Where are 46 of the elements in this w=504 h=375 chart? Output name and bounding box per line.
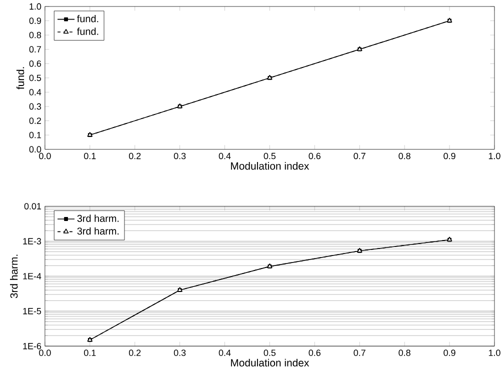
y-tick-label: 0.5 xyxy=(29,74,42,82)
x-tick-label: 0.3 xyxy=(174,350,186,356)
y-axis-title: fund. xyxy=(16,67,24,90)
y-tick-label: 0.01 xyxy=(24,203,41,210)
y-tick-label: 0.1 xyxy=(29,132,41,138)
y-tick-label: 0.9 xyxy=(29,18,42,24)
legend-label: fund. xyxy=(77,28,98,35)
y-tick-label: 1E-3 xyxy=(23,238,42,244)
x-tick-label: 0.0 xyxy=(39,152,51,160)
x-tick-label: 0.0 xyxy=(39,350,51,356)
y-tick-label: 1.0 xyxy=(30,3,42,10)
legend-label: fund. xyxy=(77,14,98,22)
x-tick-label: 0.6 xyxy=(308,350,320,356)
x-tick-label: 0.8 xyxy=(398,152,410,160)
x-tick-label: 0.9 xyxy=(444,350,456,356)
legend-label: 3rd harm. xyxy=(77,227,119,235)
x-tick-label: 0.6 xyxy=(308,152,320,160)
x-tick-label: 0.5 xyxy=(264,152,276,160)
y-tick-label: 0.0 xyxy=(29,146,42,152)
x-tick-label: 0.7 xyxy=(354,152,366,160)
x-tick-label: 0.9 xyxy=(444,152,456,160)
y-tick-label: 0.8 xyxy=(29,32,42,38)
x-tick-label: 0.3 xyxy=(174,152,186,160)
x-axis-title: Modulation index xyxy=(231,358,310,366)
y-tick-label: 1E-4 xyxy=(23,273,42,280)
y-tick-label: 1E-6 xyxy=(23,342,42,350)
x-tick-label: 0.5 xyxy=(264,350,276,356)
y-tick-label: 0.2 xyxy=(29,118,41,124)
x-tick-label: 0.4 xyxy=(218,350,231,356)
y-tick-label: 0.6 xyxy=(29,60,42,67)
x-tick-label: 0.8 xyxy=(398,350,410,356)
y-axis-title: 3rd harm. xyxy=(10,254,18,298)
legend-label: 3rd harm. xyxy=(77,214,119,222)
y-tick-label: 0.4 xyxy=(29,88,42,96)
x-tick-label: 0.1 xyxy=(84,350,96,356)
x-axis-title: Modulation index xyxy=(231,162,310,170)
y-tick-label: 0.7 xyxy=(29,46,41,52)
x-tick-label: 0.2 xyxy=(128,350,141,356)
y-tick-label: 0.3 xyxy=(29,103,42,110)
x-tick-label: 1.0 xyxy=(488,350,500,356)
x-tick-label: 1.0 xyxy=(488,152,500,160)
x-tick-label: 0.2 xyxy=(128,152,141,160)
x-tick-label: 0.1 xyxy=(84,152,96,160)
x-tick-label: 0.7 xyxy=(354,350,366,356)
y-tick-label: 1E-5 xyxy=(23,308,42,314)
x-tick-label: 0.4 xyxy=(218,152,231,160)
